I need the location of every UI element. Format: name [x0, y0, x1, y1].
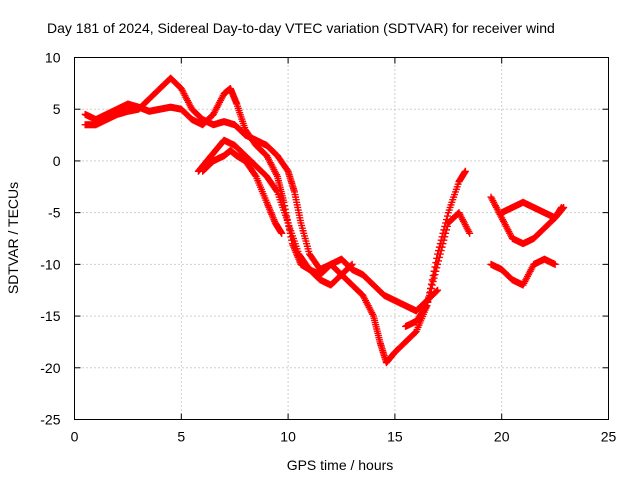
data-point-track-c [347, 261, 355, 269]
data-point-track-e [433, 264, 441, 272]
data-point-track-e [425, 295, 433, 303]
y-tick-label: 0 [53, 153, 61, 169]
data-point-track-e [436, 250, 444, 258]
y-tick-label: -5 [48, 205, 61, 221]
chart-title: Day 181 of 2024, Sidereal Day-to-day VTE… [47, 20, 555, 36]
y-tick-label: -10 [40, 256, 60, 272]
plot-frame [74, 57, 609, 420]
data-point-track-e [442, 229, 450, 237]
data-point-track-e [441, 233, 449, 241]
data-point-track-e [427, 288, 434, 296]
data-point-track-e [429, 278, 437, 286]
data-point-track-g [560, 203, 568, 211]
data-point-track-e [439, 240, 447, 248]
data-point-track-e [434, 260, 442, 268]
x-tick-label: 5 [177, 429, 185, 445]
data-point-track-b [443, 212, 451, 220]
data-point-track-e [466, 229, 474, 237]
y-tick-label: -25 [40, 412, 60, 428]
data-point-track-c [273, 187, 281, 195]
data-point-track-b [461, 167, 469, 175]
y-tick-label: 5 [53, 101, 61, 117]
data-point-track-e [430, 274, 438, 282]
data-point-track-e [432, 267, 440, 275]
data-point-track-e [440, 236, 448, 244]
data-point-track-e [443, 226, 451, 234]
y-tick-label: -15 [40, 308, 60, 324]
data-point-track-a [434, 286, 442, 294]
data-point-track-e [437, 247, 445, 255]
data-point-track-e [435, 253, 443, 261]
y-tick-label: 10 [45, 50, 61, 66]
data-point-track-a [433, 287, 441, 295]
x-tick-label: 10 [280, 429, 296, 445]
data-point-track-e [438, 243, 446, 251]
data-point-track-h [551, 260, 559, 268]
data-point-track-e [443, 222, 451, 230]
data-point-track-e [422, 303, 430, 311]
y-axis-label: SDTVAR / TECUs [5, 182, 21, 294]
data-point-track-c [348, 260, 356, 268]
y-tick-label: -20 [40, 360, 60, 376]
axis-ticks: 0 5 10 15 20 25 10 5 0 -5 -10 -15 -20 -25 [40, 50, 616, 445]
x-axis-label: GPS time / hours [287, 457, 394, 473]
data-point-track-d [278, 229, 286, 237]
grid [74, 57, 609, 420]
data-points [81, 74, 568, 367]
x-tick-label: 25 [601, 429, 617, 445]
data-point-track-e [426, 291, 434, 299]
data-point-track-g [559, 204, 567, 212]
data-point-track-e [424, 298, 432, 306]
data-point-track-e [435, 257, 443, 265]
data-point-track-e [431, 271, 439, 279]
data-point-track-e [428, 281, 436, 289]
x-tick-label: 15 [387, 429, 403, 445]
x-tick-label: 20 [494, 429, 510, 445]
data-point-track-e [423, 302, 431, 310]
x-tick-label: 0 [71, 429, 79, 445]
data-point-track-e [427, 284, 435, 292]
